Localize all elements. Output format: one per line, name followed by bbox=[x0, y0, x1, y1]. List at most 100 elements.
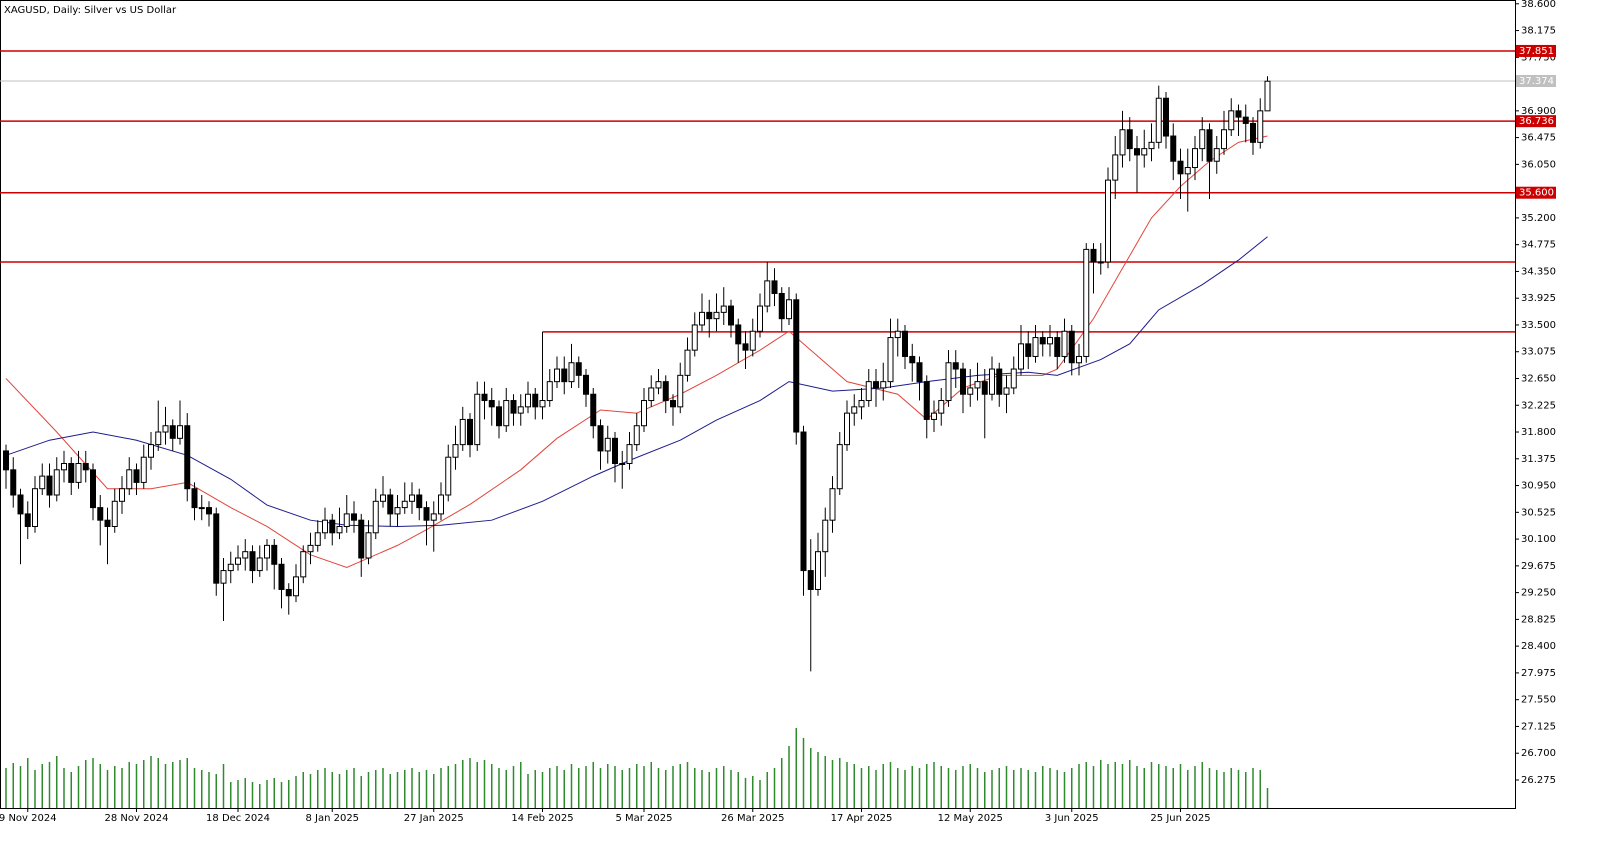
candle-body bbox=[546, 381, 553, 402]
volume-bar bbox=[106, 770, 109, 808]
volume-bar bbox=[12, 763, 14, 808]
volume-bar bbox=[360, 776, 362, 808]
volume-bar bbox=[186, 758, 188, 808]
volume-bar bbox=[926, 764, 928, 808]
candle-body bbox=[336, 525, 343, 534]
volume-bar bbox=[1201, 762, 1203, 808]
candle-body bbox=[619, 463, 626, 466]
candle-body bbox=[169, 425, 176, 439]
volume-bar bbox=[527, 774, 529, 808]
volume-bar bbox=[1237, 770, 1240, 808]
candle-body bbox=[735, 324, 742, 345]
volume-bar bbox=[324, 768, 326, 808]
candle-body bbox=[503, 400, 510, 427]
candle-body bbox=[111, 500, 118, 527]
candle-body bbox=[401, 500, 408, 509]
volume-bar bbox=[266, 780, 268, 808]
candle-body bbox=[1155, 97, 1162, 143]
volume-bar bbox=[1266, 788, 1269, 808]
volume-bar bbox=[1252, 768, 1254, 808]
x-tick-label: 9 Nov 2024 bbox=[0, 813, 57, 824]
candle-body bbox=[974, 381, 981, 389]
volume-bar bbox=[628, 768, 631, 808]
candle-body bbox=[749, 330, 756, 351]
candle-body bbox=[568, 362, 575, 383]
candle-body bbox=[902, 330, 908, 357]
volume-bar bbox=[1042, 766, 1044, 808]
volume-bar bbox=[454, 764, 457, 808]
volume-bar bbox=[520, 762, 522, 808]
volume-bar bbox=[1121, 764, 1124, 808]
y-tick-label: 33.500 bbox=[1521, 320, 1556, 331]
candle-body bbox=[1257, 110, 1264, 143]
candle-body bbox=[1141, 148, 1148, 156]
candle-body bbox=[604, 437, 611, 452]
volume-bar bbox=[208, 772, 210, 808]
volume-bar bbox=[534, 770, 536, 808]
candle-body bbox=[1083, 248, 1090, 357]
candle-body bbox=[459, 418, 466, 446]
y-tick-label: 34.350 bbox=[1521, 266, 1556, 277]
candle-body bbox=[554, 368, 560, 383]
candle-body bbox=[387, 494, 394, 515]
volume-bar bbox=[1136, 766, 1138, 808]
volume-bar bbox=[433, 774, 435, 808]
candle-body bbox=[1199, 129, 1206, 150]
volume-bar bbox=[817, 752, 819, 808]
candle-body bbox=[1105, 179, 1111, 263]
candle-body bbox=[778, 292, 785, 320]
candle-body bbox=[887, 337, 894, 383]
candle-body bbox=[641, 400, 647, 427]
candle-body bbox=[945, 362, 952, 402]
volume-bar bbox=[889, 762, 892, 808]
volume-bar bbox=[1179, 764, 1182, 808]
candle-body bbox=[82, 463, 89, 471]
candle-body bbox=[938, 400, 945, 414]
candle-body bbox=[836, 444, 843, 490]
volume-bar bbox=[585, 766, 587, 808]
volume-bar bbox=[302, 772, 304, 808]
candle-body bbox=[1235, 110, 1242, 118]
volume-bar bbox=[621, 770, 623, 808]
candle-body bbox=[1061, 330, 1068, 357]
volume-bar bbox=[810, 748, 812, 808]
volume-bar bbox=[259, 784, 261, 808]
volume-bar bbox=[1245, 772, 1247, 808]
candle-body bbox=[1090, 248, 1097, 263]
volume-bar bbox=[1027, 770, 1029, 808]
candle-body bbox=[97, 507, 104, 521]
volume-bar bbox=[607, 764, 609, 808]
volume-bar bbox=[1172, 768, 1174, 808]
candle-body bbox=[445, 456, 452, 496]
volume-bar bbox=[831, 760, 834, 808]
volume-bar bbox=[128, 762, 130, 808]
y-tick-label: 32.225 bbox=[1521, 400, 1556, 411]
volume-bar bbox=[346, 770, 348, 808]
candle-body bbox=[967, 387, 974, 395]
candle-body bbox=[996, 368, 1003, 395]
candle-body bbox=[525, 393, 531, 408]
volume-bar bbox=[795, 728, 797, 808]
volume-bar bbox=[440, 768, 442, 808]
candle-body bbox=[380, 494, 386, 502]
candle-body bbox=[1126, 129, 1133, 150]
volume-bar bbox=[824, 756, 826, 808]
candle-body bbox=[662, 381, 669, 402]
volume-bar bbox=[498, 768, 500, 808]
candle-body bbox=[68, 463, 75, 483]
candle-body bbox=[575, 362, 582, 376]
candle-body bbox=[394, 507, 401, 515]
volume-bar bbox=[1230, 768, 1232, 808]
volume-bar bbox=[1107, 764, 1109, 808]
volume-bar bbox=[1165, 766, 1167, 808]
candle-body bbox=[198, 507, 205, 510]
candle-body bbox=[329, 519, 336, 534]
y-tick-label: 28.400 bbox=[1521, 641, 1556, 652]
volume-bar bbox=[251, 782, 254, 808]
candle-body bbox=[691, 324, 698, 351]
candle-body bbox=[989, 368, 995, 395]
candle-body bbox=[61, 463, 67, 471]
volume-bar bbox=[280, 782, 283, 808]
candle-body bbox=[1242, 116, 1249, 124]
